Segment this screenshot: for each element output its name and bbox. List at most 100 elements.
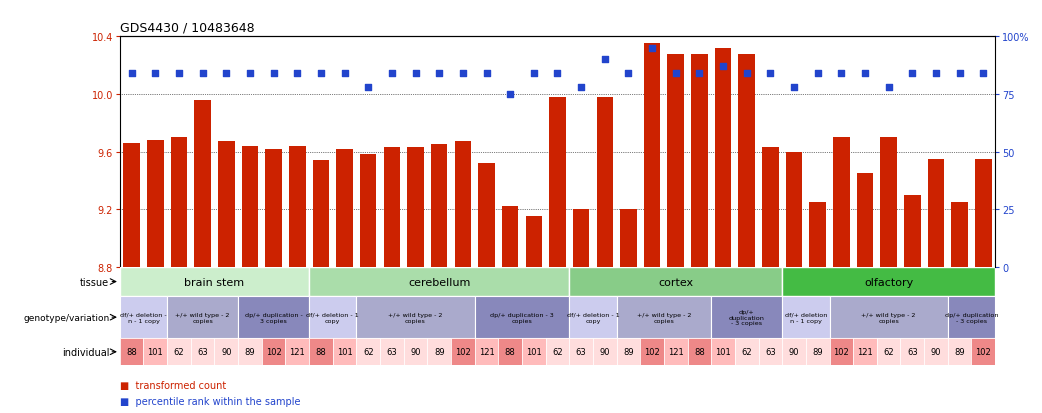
- Text: df/+ deletion - 1
copy: df/+ deletion - 1 copy: [306, 312, 359, 323]
- Point: [359, 85, 376, 91]
- Bar: [593, 338, 617, 366]
- Bar: [668, 55, 684, 267]
- Bar: [262, 338, 286, 366]
- Point: [620, 71, 637, 77]
- Bar: [309, 267, 569, 297]
- Bar: [313, 161, 329, 267]
- Text: 89: 89: [954, 347, 965, 356]
- Text: cerebellum: cerebellum: [408, 277, 470, 287]
- Point: [194, 71, 210, 77]
- Bar: [900, 338, 924, 366]
- Bar: [617, 338, 640, 366]
- Text: 89: 89: [813, 347, 823, 356]
- Bar: [242, 147, 258, 267]
- Text: 102: 102: [455, 347, 471, 356]
- Bar: [640, 338, 664, 366]
- Bar: [786, 152, 802, 267]
- Text: 102: 102: [834, 347, 849, 356]
- Bar: [904, 195, 920, 267]
- Point: [880, 85, 897, 91]
- Bar: [951, 202, 968, 267]
- Bar: [195, 100, 210, 267]
- Bar: [549, 97, 566, 267]
- Point: [927, 71, 944, 77]
- Point: [786, 85, 802, 91]
- Text: 88: 88: [694, 347, 704, 356]
- Text: 63: 63: [907, 347, 918, 356]
- Text: 90: 90: [411, 347, 421, 356]
- Point: [691, 71, 708, 77]
- Text: 101: 101: [526, 347, 542, 356]
- Bar: [356, 297, 475, 338]
- Point: [549, 71, 566, 77]
- Point: [739, 71, 755, 77]
- Bar: [644, 44, 661, 267]
- Bar: [502, 207, 519, 267]
- Bar: [525, 217, 542, 267]
- Bar: [688, 338, 712, 366]
- Bar: [120, 338, 144, 366]
- Text: 121: 121: [668, 347, 684, 356]
- Bar: [120, 297, 167, 338]
- Bar: [239, 297, 309, 338]
- Text: 62: 62: [552, 347, 563, 356]
- Text: 89: 89: [245, 347, 255, 356]
- Point: [525, 71, 542, 77]
- Point: [573, 85, 590, 91]
- Point: [951, 71, 968, 77]
- Bar: [783, 338, 805, 366]
- Bar: [171, 138, 188, 267]
- Bar: [123, 144, 140, 267]
- Point: [147, 71, 164, 77]
- Bar: [309, 297, 356, 338]
- Bar: [356, 338, 380, 366]
- Text: 101: 101: [147, 347, 164, 356]
- Text: +/+ wild type - 2
copies: +/+ wild type - 2 copies: [637, 312, 691, 323]
- Text: df/+ deletion -
n - 1 copy: df/+ deletion - n - 1 copy: [120, 312, 167, 323]
- Bar: [735, 338, 759, 366]
- Bar: [759, 338, 783, 366]
- Text: 62: 62: [742, 347, 752, 356]
- Bar: [546, 338, 569, 366]
- Point: [596, 57, 613, 64]
- Bar: [617, 297, 712, 338]
- Bar: [239, 338, 262, 366]
- Bar: [475, 338, 498, 366]
- Point: [904, 71, 921, 77]
- Bar: [857, 174, 873, 267]
- Point: [266, 71, 282, 77]
- Bar: [691, 55, 708, 267]
- Bar: [971, 338, 995, 366]
- Bar: [783, 267, 995, 297]
- Bar: [337, 150, 353, 267]
- Bar: [403, 338, 427, 366]
- Text: 102: 102: [644, 347, 660, 356]
- Text: dp/+ duplication -
3 copies: dp/+ duplication - 3 copies: [245, 312, 302, 323]
- Point: [668, 71, 685, 77]
- Point: [313, 71, 329, 77]
- Bar: [712, 297, 783, 338]
- Text: cortex: cortex: [659, 277, 693, 287]
- Bar: [664, 338, 688, 366]
- Text: individual: individual: [61, 347, 109, 357]
- Point: [242, 71, 258, 77]
- Bar: [880, 138, 897, 267]
- Bar: [829, 338, 853, 366]
- Text: 90: 90: [599, 347, 610, 356]
- Text: brain stem: brain stem: [184, 277, 245, 287]
- Bar: [289, 147, 305, 267]
- Bar: [380, 338, 403, 366]
- Text: dp/+ duplication
- 3 copies: dp/+ duplication - 3 copies: [945, 312, 998, 323]
- Bar: [144, 338, 167, 366]
- Bar: [451, 338, 475, 366]
- Point: [289, 71, 305, 77]
- Bar: [120, 267, 309, 297]
- Text: GDS4430 / 10483648: GDS4430 / 10483648: [120, 21, 254, 35]
- Text: 121: 121: [858, 347, 873, 356]
- Bar: [948, 338, 971, 366]
- Bar: [167, 297, 239, 338]
- Bar: [805, 338, 829, 366]
- Bar: [569, 267, 783, 297]
- Text: 63: 63: [197, 347, 208, 356]
- Bar: [431, 145, 447, 267]
